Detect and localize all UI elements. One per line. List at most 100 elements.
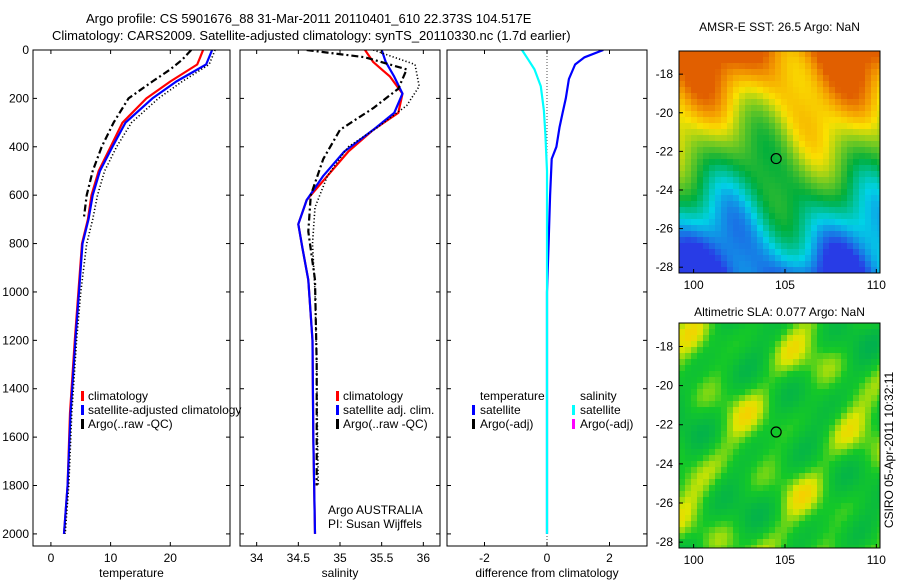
- sla-map-cell: [769, 329, 775, 335]
- sla-map-cell: [715, 431, 721, 437]
- sst-map-cell: [739, 141, 745, 147]
- sla-map-cell: [685, 395, 691, 401]
- sst-map-cell: [817, 57, 823, 63]
- sla-map-cell: [787, 527, 793, 533]
- sst-map-cell: [709, 87, 715, 93]
- sla-map-cell: [817, 383, 823, 389]
- sst-map-cell: [769, 69, 775, 75]
- sst-map-cell: [679, 69, 685, 75]
- sla-map-cell: [865, 527, 871, 533]
- sst-map-cell: [805, 213, 811, 219]
- sla-map-cell: [685, 437, 691, 443]
- sla-map-cell: [877, 479, 880, 485]
- sla-map-cell: [871, 479, 877, 485]
- sla-map-cell: [679, 521, 685, 527]
- sst-map-cell: [757, 141, 763, 147]
- sla-map-cell: [757, 323, 763, 329]
- sst-map-cell: [685, 183, 691, 189]
- sla-map-cell: [733, 407, 739, 413]
- sst-map-cell: [871, 195, 877, 201]
- sst-map-cell: [721, 213, 727, 219]
- sla-map-cell: [757, 347, 763, 353]
- sla-map-cell: [745, 383, 751, 389]
- sst-map-cell: [829, 57, 835, 63]
- sst-map-cell: [865, 213, 871, 219]
- sla-map-cell: [709, 527, 715, 533]
- sla-map-cell: [865, 491, 871, 497]
- sla-map-field: [679, 323, 880, 548]
- sst-map-cell: [715, 189, 721, 195]
- sst-map-cell: [691, 129, 697, 135]
- sla-map-cell: [853, 467, 859, 473]
- sla-map-cell: [697, 395, 703, 401]
- sst-map-cell: [679, 183, 685, 189]
- sla-map-cell: [775, 383, 781, 389]
- sla-map-cell: [703, 359, 709, 365]
- sla-map-cell: [847, 521, 853, 527]
- sla-map-cell: [829, 443, 835, 449]
- sla-map-cell: [871, 545, 877, 548]
- sla-map-cell: [715, 539, 721, 545]
- sst-map-cell: [835, 177, 841, 183]
- sst-map-cell: [685, 177, 691, 183]
- sla-map-cell: [775, 545, 781, 548]
- difference-legend-swatch: [472, 405, 475, 415]
- sst-map-cell: [775, 63, 781, 69]
- sla-map-cell: [709, 455, 715, 461]
- sst-map-cell: [847, 243, 853, 249]
- sla-map-cell: [787, 467, 793, 473]
- sst-map-cell: [811, 177, 817, 183]
- sla-map-cell: [781, 521, 787, 527]
- sst-map-cell: [709, 225, 715, 231]
- sla-map-cell: [685, 323, 691, 329]
- sla-map-cell: [865, 425, 871, 431]
- sla-map-cell: [829, 323, 835, 329]
- sst-map-cell: [709, 69, 715, 75]
- sst-map-cell: [823, 219, 829, 225]
- difference-series-1-line: [521, 50, 549, 534]
- sla-map-cell: [847, 347, 853, 353]
- sst-map-cell: [787, 141, 793, 147]
- sla-map-cell: [799, 503, 805, 509]
- sla-map-cell: [865, 449, 871, 455]
- sst-map-cell: [877, 141, 880, 147]
- sla-map-cell: [727, 353, 733, 359]
- sla-map-cell: [751, 365, 757, 371]
- sla-map-cell: [775, 437, 781, 443]
- sst-map-cell: [769, 105, 775, 111]
- sst-map-cell: [697, 201, 703, 207]
- sst-map-cell: [703, 159, 709, 165]
- sst-map-cell: [829, 69, 835, 75]
- sla-map-cell: [805, 431, 811, 437]
- sla-map-cell: [775, 389, 781, 395]
- sst-map-cell: [859, 153, 865, 159]
- sst-map-cell: [715, 237, 721, 243]
- sst-map-cell: [829, 219, 835, 225]
- sla-map-cell: [679, 335, 685, 341]
- sla-map-cell: [871, 335, 877, 341]
- sst-map-cell: [859, 255, 865, 261]
- sst-map-cell: [715, 249, 721, 255]
- sla-map-cell: [679, 389, 685, 395]
- sst-map-cell: [877, 57, 880, 63]
- sla-map-cell: [679, 545, 685, 548]
- sla-map-cell: [829, 425, 835, 431]
- sla-map-cell: [805, 545, 811, 548]
- sst-map-cell: [769, 261, 775, 267]
- sla-map-cell: [817, 413, 823, 419]
- sla-map-cell: [787, 419, 793, 425]
- sst-map-cell: [775, 261, 781, 267]
- sst-map-cell: [703, 147, 709, 153]
- sst-map-cell: [757, 81, 763, 87]
- sla-map-cell: [805, 455, 811, 461]
- sst-map-cell: [733, 117, 739, 123]
- sst-map-cell: [769, 243, 775, 249]
- sst-map-cell: [835, 87, 841, 93]
- sst-map-cell: [691, 189, 697, 195]
- sla-map-cell: [841, 353, 847, 359]
- sla-map-cell: [751, 485, 757, 491]
- sla-map-cell: [793, 419, 799, 425]
- sst-map-cell: [703, 153, 709, 159]
- sst-map-cell: [823, 201, 829, 207]
- sla-map-cell: [703, 383, 709, 389]
